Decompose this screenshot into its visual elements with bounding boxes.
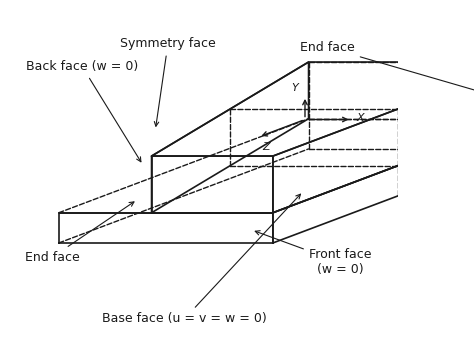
Text: Back face (w = 0): Back face (w = 0) [26, 60, 141, 162]
Text: Z: Z [262, 142, 270, 152]
Text: Y: Y [292, 84, 298, 94]
Text: Symmetry face: Symmetry face [120, 37, 216, 126]
Text: End face: End face [25, 202, 134, 264]
Text: End face: End face [300, 41, 474, 93]
Text: Base face (u = v = w = 0): Base face (u = v = w = 0) [102, 194, 301, 325]
Text: X: X [356, 113, 364, 123]
Text: Front face
(w = 0): Front face (w = 0) [255, 231, 371, 276]
